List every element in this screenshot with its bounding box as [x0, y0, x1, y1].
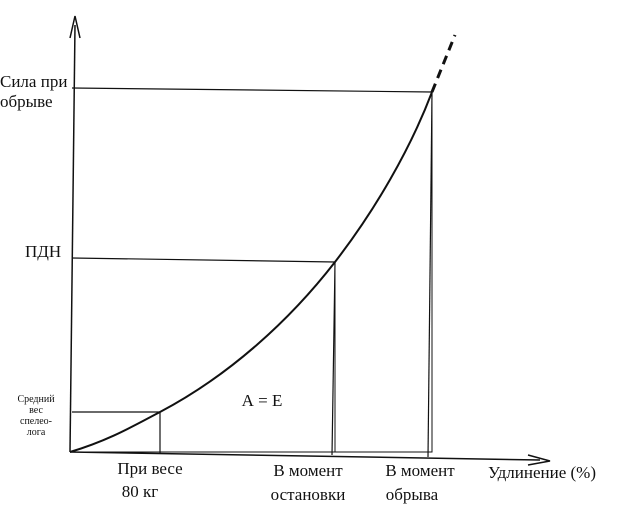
axis-label: Удлинение (%) [488, 463, 596, 482]
label: При весе [117, 459, 182, 478]
label: остановки [271, 485, 346, 504]
label: В момент [273, 461, 343, 480]
x-arrow [527, 454, 551, 466]
area-label-bg [226, 388, 298, 412]
h-line [71, 257, 336, 263]
crosshatch-area [69, 260, 336, 453]
label: лога [27, 427, 46, 438]
curve-extension [430, 34, 457, 93]
y-arrow [69, 15, 81, 39]
y-axis [69, 24, 76, 453]
label: Сила при [0, 72, 67, 91]
v-line [331, 261, 336, 456]
label: Средний [17, 394, 55, 405]
curve [69, 91, 433, 453]
horizontal-hatch-area [334, 91, 433, 453]
label: 80 кг [122, 482, 159, 501]
label: спелео- [20, 416, 52, 427]
guide-lines [71, 87, 433, 458]
label: В момент [385, 461, 455, 480]
x-axis [69, 451, 541, 461]
h-line [71, 87, 433, 93]
v-line [427, 91, 433, 458]
label: обрыва [386, 485, 439, 504]
axes [69, 15, 551, 466]
label: ПДН [25, 242, 61, 261]
label: вес [29, 405, 43, 416]
area-label: А = Е [242, 391, 283, 410]
label: обрыве [0, 92, 53, 111]
